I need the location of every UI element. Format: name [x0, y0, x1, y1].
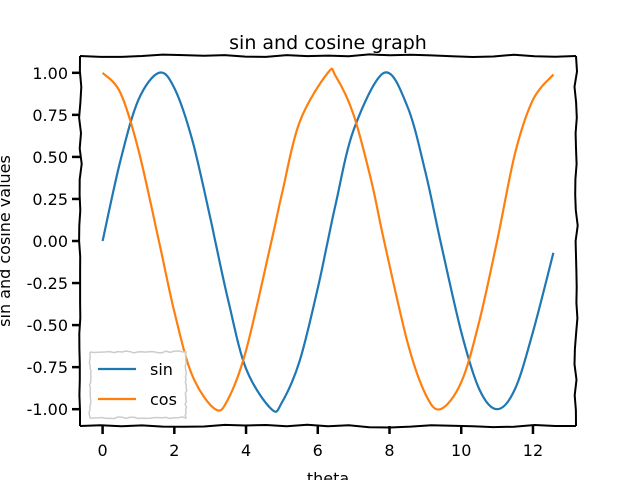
y-tick-label: 0.00 [32, 232, 68, 251]
y-tick-label: 1.00 [32, 64, 68, 83]
legend-box [88, 350, 188, 420]
x-tick-label: 12 [523, 441, 543, 460]
x-tick-label: 10 [451, 441, 471, 460]
axes-frame [78, 53, 579, 429]
x-tick-label: 2 [169, 441, 179, 460]
y-tick-label: 0.75 [32, 106, 68, 125]
cos-series-line [101, 67, 555, 412]
cos-legend-label: cos [150, 390, 177, 409]
y-tick-label: -1.00 [27, 400, 68, 419]
sin-legend-label: sin [150, 360, 173, 379]
series-lines [101, 67, 555, 413]
x-tick-label: 0 [98, 441, 108, 460]
y-tick-label: -0.50 [27, 316, 68, 335]
y-axis-ticks: 1.00 0.75 0.50 0.25 0.00 -0.25 -0.50 -0.75 -1.00 [27, 64, 80, 419]
legend: sin cos [88, 350, 188, 420]
y-tick-label: -0.75 [27, 358, 68, 377]
axis-right-spine [573, 55, 579, 427]
axis-bottom-spine [79, 423, 576, 429]
x-axis-label: theta [307, 469, 349, 480]
y-tick-label: -0.25 [27, 274, 68, 293]
x-tick-label: 8 [384, 441, 394, 460]
sin-series-line [101, 71, 555, 413]
chart-title: sin and cosine graph [229, 32, 427, 54]
x-tick-label: 4 [241, 441, 251, 460]
x-axis-ticks: 0 2 4 6 8 10 12 [98, 426, 543, 460]
axis-top-spine [79, 53, 577, 59]
x-tick-label: 6 [313, 441, 323, 460]
y-tick-label: 0.50 [32, 148, 68, 167]
y-tick-label: 0.25 [32, 190, 68, 209]
y-axis-label: sin and cosine values [0, 155, 14, 327]
